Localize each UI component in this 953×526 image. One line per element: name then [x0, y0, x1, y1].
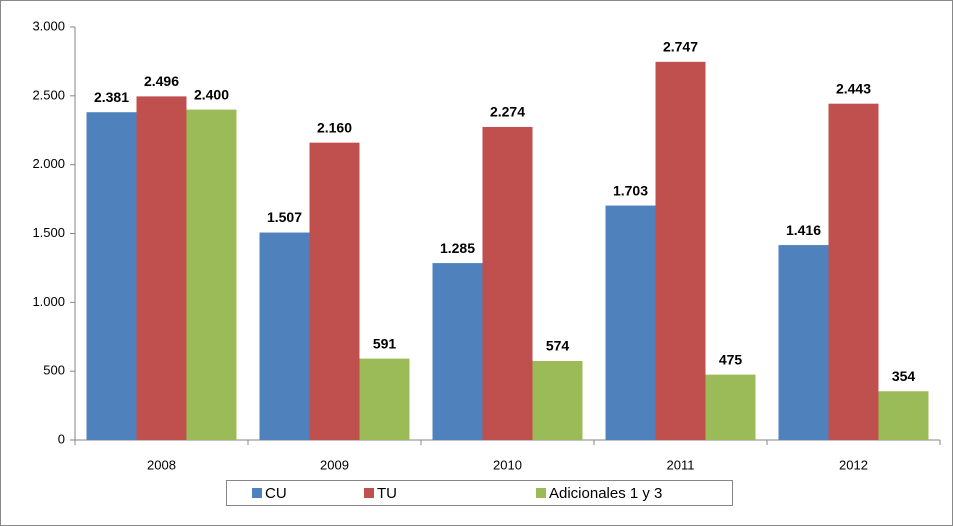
legend-label: Adicionales 1 y 3	[549, 485, 662, 502]
bar	[705, 374, 756, 440]
x-tick-label: 2010	[493, 457, 522, 472]
y-tick-label: 500	[43, 363, 65, 378]
x-tick-label: 2011	[667, 457, 695, 472]
value-label: 1.703	[613, 182, 648, 198]
value-label: 2.443	[836, 80, 871, 96]
legend-box	[226, 480, 733, 506]
bar	[432, 263, 483, 440]
bar	[186, 109, 237, 440]
value-label: 2.160	[317, 119, 352, 135]
legend-label: CU	[265, 485, 287, 502]
value-label: 2.496	[144, 73, 179, 89]
value-label: 2.400	[194, 86, 229, 102]
bar	[605, 205, 656, 440]
legend-label: TU	[377, 485, 397, 502]
y-tick-label: 0	[58, 431, 65, 446]
legend-swatch	[252, 488, 262, 498]
bar	[655, 61, 706, 441]
x-tick-label: 2012	[839, 457, 868, 472]
value-label: 1.416	[786, 222, 821, 238]
value-label: 1.507	[267, 209, 302, 225]
value-label: 574	[546, 338, 570, 354]
y-tick-label: 2.000	[32, 156, 65, 171]
bar	[778, 245, 829, 440]
value-label: 591	[373, 335, 397, 351]
y-tick-label: 3.000	[32, 18, 65, 33]
bar	[309, 142, 360, 440]
y-tick-label: 2.500	[32, 87, 65, 102]
bar	[86, 112, 137, 440]
legend-swatch	[364, 488, 374, 498]
y-tick-label: 1.500	[32, 225, 65, 240]
legend-swatch	[536, 488, 546, 498]
x-tick-label: 2008	[147, 457, 176, 472]
value-label: 1.285	[440, 240, 475, 256]
x-tick-label: 2009	[320, 457, 349, 472]
bar	[828, 103, 879, 441]
value-label: 354	[892, 368, 916, 384]
value-label: 475	[719, 351, 743, 367]
value-label: 2.747	[663, 39, 698, 55]
bar	[259, 232, 310, 440]
value-label: 2.274	[490, 104, 525, 120]
bar	[482, 126, 533, 441]
value-label: 2.381	[94, 89, 129, 105]
bar	[532, 360, 583, 440]
bar	[136, 96, 187, 440]
bar	[878, 391, 929, 440]
y-tick-label: 1.000	[32, 294, 65, 309]
bar	[359, 358, 410, 440]
